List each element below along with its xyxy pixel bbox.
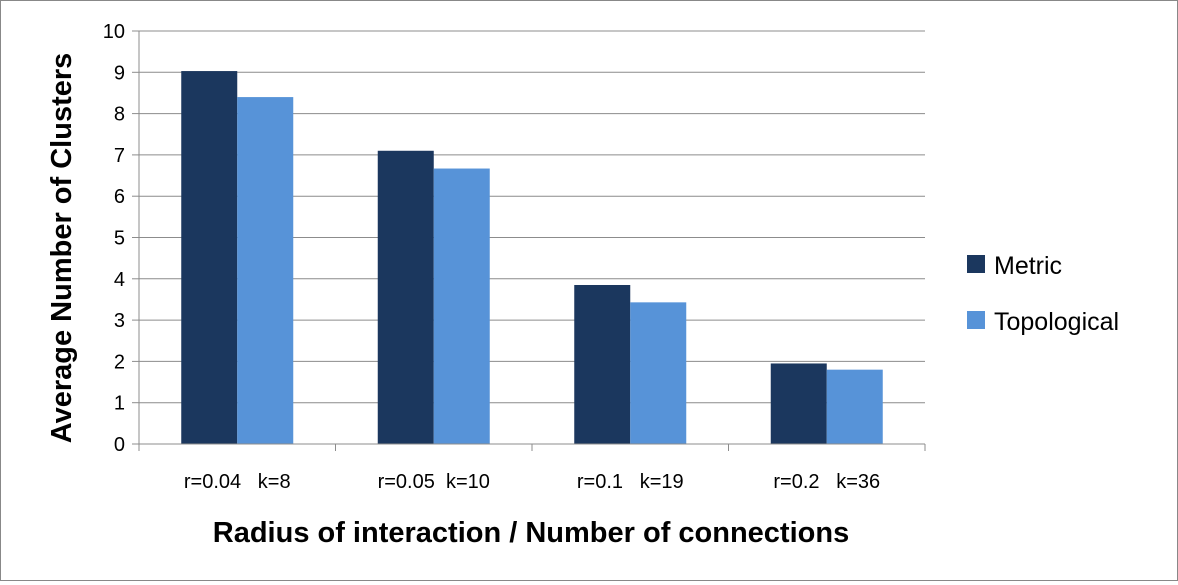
bar-topological bbox=[630, 302, 687, 444]
bar-metric bbox=[181, 71, 238, 444]
x-category-label: r=0.1 k=19 bbox=[577, 471, 684, 493]
y-tick-label: 8 bbox=[114, 104, 125, 126]
bar-topological bbox=[237, 97, 294, 444]
legend-swatch-topological bbox=[967, 311, 985, 329]
y-tick-label: 4 bbox=[114, 269, 125, 291]
y-tick-label: 3 bbox=[114, 310, 125, 332]
x-category-label: r=0.04 k=8 bbox=[184, 471, 291, 493]
legend-label-topological: Topological bbox=[994, 308, 1119, 336]
bar-topological bbox=[433, 168, 490, 445]
axes bbox=[138, 31, 926, 451]
y-tick-label: 10 bbox=[103, 21, 125, 43]
y-tick-label: 6 bbox=[114, 186, 125, 208]
legend: Metric Topological bbox=[967, 252, 1119, 336]
bar-metric bbox=[574, 284, 631, 444]
y-tick-label: 9 bbox=[114, 62, 125, 84]
y-tick-label: 0 bbox=[114, 434, 125, 456]
bar-topological bbox=[826, 369, 883, 444]
bars bbox=[181, 71, 883, 445]
y-tick-label: 2 bbox=[114, 351, 125, 373]
y-tick-label: 5 bbox=[114, 228, 125, 250]
x-axis-title: Radius of interaction / Number of connec… bbox=[213, 517, 849, 549]
x-category-label: r=0.05 k=10 bbox=[378, 471, 490, 493]
x-category-labels: r=0.04 k=8 r=0.05 k=10 r=0.1 k=19 r=0.2 k=3… bbox=[184, 471, 880, 493]
x-category-label: r=0.2 k=36 bbox=[773, 471, 880, 493]
bar-metric bbox=[770, 363, 827, 444]
legend-swatch-metric bbox=[967, 255, 985, 273]
y-tick-label: 1 bbox=[114, 393, 125, 415]
y-axis-title: Average Number of Clusters bbox=[46, 53, 78, 444]
bar-metric bbox=[377, 150, 434, 444]
y-tick-label: 7 bbox=[114, 145, 125, 167]
y-tick-labels: 0 1 2 3 4 5 6 7 8 9 10 bbox=[103, 21, 125, 456]
legend-label-metric: Metric bbox=[994, 252, 1062, 280]
